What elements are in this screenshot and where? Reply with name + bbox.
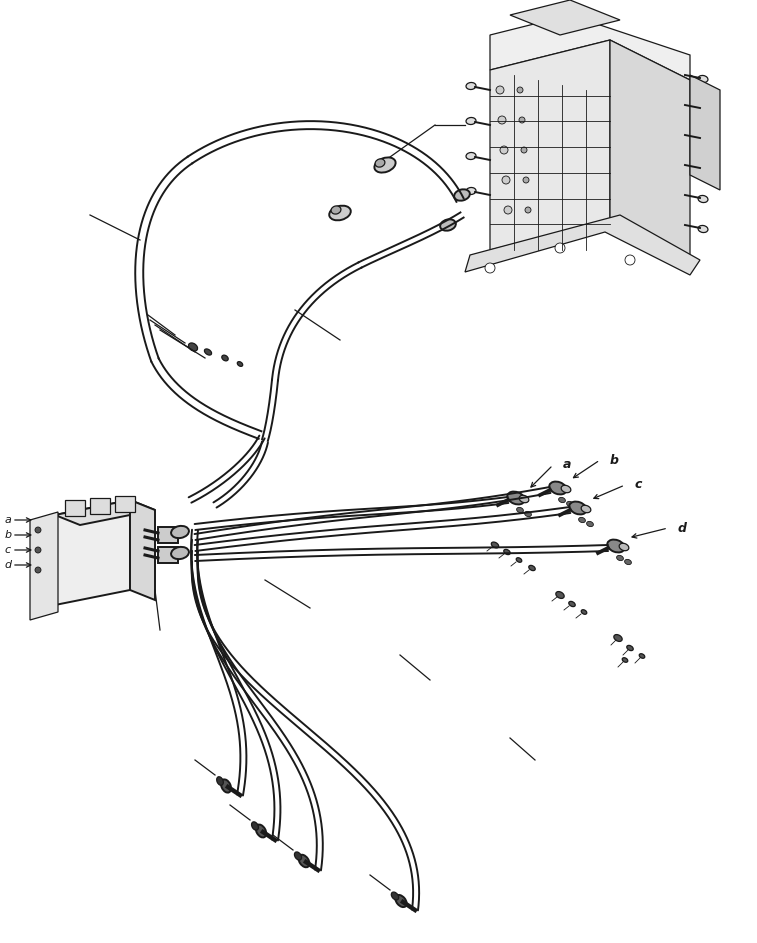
Ellipse shape — [622, 657, 628, 662]
Ellipse shape — [561, 486, 571, 492]
Ellipse shape — [607, 539, 625, 553]
Ellipse shape — [529, 566, 535, 571]
Ellipse shape — [550, 482, 567, 494]
Circle shape — [35, 567, 41, 573]
FancyBboxPatch shape — [158, 547, 178, 563]
Polygon shape — [510, 0, 620, 35]
Text: b: b — [610, 454, 619, 467]
Ellipse shape — [391, 892, 399, 900]
Ellipse shape — [581, 505, 591, 513]
Polygon shape — [55, 500, 130, 605]
Ellipse shape — [516, 557, 522, 562]
Ellipse shape — [375, 158, 385, 167]
Ellipse shape — [587, 521, 593, 526]
Ellipse shape — [204, 349, 211, 356]
Circle shape — [625, 255, 635, 265]
Ellipse shape — [525, 511, 531, 517]
FancyBboxPatch shape — [65, 500, 85, 516]
Ellipse shape — [440, 220, 456, 231]
Circle shape — [525, 207, 531, 213]
Ellipse shape — [466, 188, 476, 194]
Ellipse shape — [698, 136, 708, 142]
Polygon shape — [55, 500, 155, 525]
Ellipse shape — [466, 118, 476, 124]
Ellipse shape — [614, 635, 622, 641]
Ellipse shape — [578, 518, 585, 522]
Ellipse shape — [625, 559, 631, 565]
Ellipse shape — [503, 550, 510, 554]
Ellipse shape — [569, 502, 587, 515]
Circle shape — [35, 527, 41, 533]
Ellipse shape — [491, 542, 499, 548]
Ellipse shape — [237, 361, 243, 367]
Polygon shape — [610, 40, 690, 260]
Ellipse shape — [466, 153, 476, 159]
Circle shape — [485, 263, 495, 273]
Polygon shape — [30, 512, 58, 620]
Polygon shape — [490, 15, 690, 80]
Ellipse shape — [516, 507, 523, 513]
Ellipse shape — [698, 225, 708, 233]
Circle shape — [521, 147, 527, 153]
Ellipse shape — [294, 852, 301, 860]
Text: d: d — [5, 560, 11, 570]
Text: b: b — [5, 530, 11, 540]
Ellipse shape — [698, 106, 708, 112]
Ellipse shape — [617, 555, 624, 561]
Circle shape — [496, 86, 504, 94]
Ellipse shape — [698, 195, 708, 203]
Ellipse shape — [519, 495, 529, 503]
Ellipse shape — [566, 502, 573, 506]
Ellipse shape — [559, 497, 565, 503]
Circle shape — [504, 206, 512, 214]
Ellipse shape — [331, 206, 341, 214]
Ellipse shape — [395, 895, 407, 907]
Polygon shape — [690, 75, 720, 190]
Circle shape — [523, 177, 529, 183]
Ellipse shape — [298, 854, 310, 868]
Ellipse shape — [639, 653, 645, 658]
Circle shape — [498, 116, 506, 124]
Text: d: d — [678, 521, 687, 535]
Ellipse shape — [698, 75, 708, 83]
Ellipse shape — [507, 491, 525, 505]
Ellipse shape — [454, 190, 470, 201]
Ellipse shape — [188, 343, 198, 351]
Polygon shape — [465, 215, 700, 275]
FancyBboxPatch shape — [158, 527, 178, 543]
Ellipse shape — [171, 547, 189, 559]
FancyBboxPatch shape — [90, 498, 110, 514]
FancyBboxPatch shape — [115, 496, 135, 512]
Ellipse shape — [581, 610, 587, 614]
Circle shape — [555, 243, 565, 253]
Circle shape — [519, 117, 525, 123]
Circle shape — [35, 547, 41, 553]
Ellipse shape — [375, 157, 396, 173]
Ellipse shape — [627, 645, 634, 651]
Ellipse shape — [556, 591, 564, 599]
Ellipse shape — [698, 165, 708, 173]
Ellipse shape — [329, 206, 350, 221]
Ellipse shape — [251, 821, 258, 830]
Text: c: c — [635, 478, 643, 491]
Polygon shape — [490, 40, 610, 250]
Text: a: a — [5, 515, 11, 525]
Ellipse shape — [171, 526, 189, 538]
Polygon shape — [130, 500, 155, 600]
Circle shape — [502, 176, 510, 184]
Ellipse shape — [222, 356, 228, 361]
Ellipse shape — [619, 543, 629, 551]
Ellipse shape — [256, 824, 266, 837]
Ellipse shape — [217, 777, 223, 786]
Text: c: c — [5, 545, 11, 555]
Ellipse shape — [466, 82, 476, 90]
Circle shape — [517, 87, 523, 93]
Circle shape — [500, 146, 508, 154]
Ellipse shape — [221, 779, 231, 793]
Text: a: a — [563, 458, 572, 472]
Ellipse shape — [569, 602, 575, 606]
